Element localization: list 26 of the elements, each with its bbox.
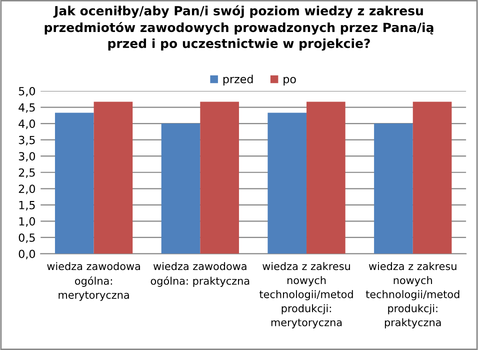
x-tick-label: wiedza zawodowa ogólna: merytoryczna bbox=[47, 262, 140, 301]
y-tick-label: 4,0 bbox=[18, 120, 36, 130]
y-tick-label: 3,0 bbox=[18, 152, 36, 162]
bar bbox=[374, 124, 413, 254]
bar bbox=[412, 102, 452, 254]
x-tick-label: wiedza z zakresu nowych technologii/metod produkcji: praktyczna bbox=[366, 262, 460, 328]
bar bbox=[306, 102, 346, 254]
y-tick-label: 1,5 bbox=[19, 201, 35, 210]
y-tick-label: 3,5 bbox=[18, 136, 35, 146]
x-tick-label: wiedza z zakresu nowych technologii/metod produkcji: merytoryczna bbox=[259, 262, 353, 328]
y-tick-label: 2,0 bbox=[18, 184, 36, 194]
y-tick-label: 4,5 bbox=[18, 103, 35, 113]
y-tick-label: 1,0 bbox=[19, 217, 36, 227]
x-tick-label: wiedza zawodowa ogólna: praktyczna bbox=[150, 262, 250, 287]
legend-label: przed bbox=[223, 74, 253, 86]
chart-title: Jak oceniłby/aby Pan/i swój poziom wiedzy z zakresu przedmiotów zawodowych prowadzonych przez Pana/ią przed i po uczestnictwie w projekcie? bbox=[44, 5, 434, 51]
bar bbox=[94, 102, 133, 254]
bar bbox=[54, 112, 94, 254]
legend-label: po bbox=[284, 76, 296, 86]
y-tick-label: 2,5 bbox=[18, 168, 35, 178]
y-tick-label: 0,5 bbox=[18, 233, 35, 243]
bar bbox=[268, 112, 307, 254]
bar bbox=[161, 124, 200, 254]
y-tick-label: 0,0 bbox=[18, 250, 36, 260]
bar bbox=[200, 102, 239, 254]
y-tick-label: 5,0 bbox=[18, 86, 36, 97]
